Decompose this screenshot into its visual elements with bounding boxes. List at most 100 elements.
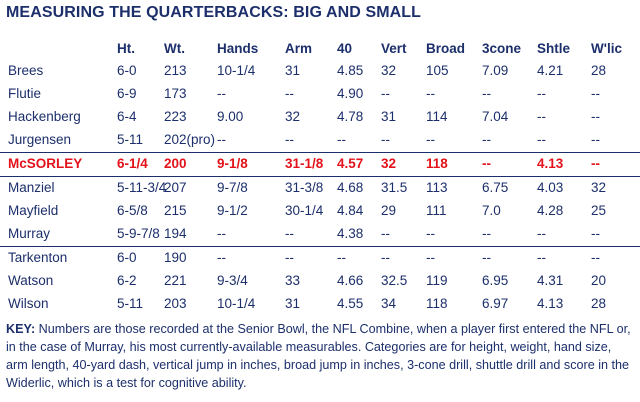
table-cell: 29 <box>381 203 397 218</box>
table-cell: -- <box>537 109 546 124</box>
table-cell: 31-1/8 <box>285 156 324 171</box>
table-cell: 119 <box>426 273 448 288</box>
player-name: Flutie <box>8 86 42 101</box>
column-header: Broad <box>426 41 466 56</box>
table-cell: 118 <box>426 296 448 311</box>
table-row: Brees 6-0 213 10-1/4 31 4.85 32 105 7.09 4.21 28 <box>0 60 640 83</box>
table-cell: 4.57 <box>337 156 364 171</box>
player-name: Watson <box>8 273 54 288</box>
table-cell: -- <box>217 226 226 241</box>
table-cell: -- <box>591 156 600 171</box>
table-cell: 4.78 <box>337 109 364 124</box>
column-header: Arm <box>285 41 313 56</box>
table-cell: 6.95 <box>482 273 509 288</box>
column-header: Hands <box>217 41 259 56</box>
table-cell: 9-3/4 <box>217 273 248 288</box>
table-cell: 6-2 <box>117 273 137 288</box>
table-cell: -- <box>482 86 491 101</box>
table-body: Brees 6-0 213 10-1/4 31 4.85 32 105 7.09 4.21 28 Fl… <box>0 60 640 316</box>
table-cell: 31 <box>285 296 301 311</box>
player-name: Hackenberg <box>8 109 81 124</box>
table-cell: 9.00 <box>217 109 244 124</box>
table-cell: 10-1/4 <box>217 63 256 78</box>
table-cell: -- <box>285 132 294 147</box>
table-cell: -- <box>337 132 346 147</box>
table-cell: -- <box>482 132 491 147</box>
player-name: McSORLEY <box>8 156 83 171</box>
table-cell: 114 <box>426 109 448 124</box>
table-cell: 223 <box>164 109 187 124</box>
column-header: Shtle <box>537 41 571 56</box>
table-cell: 32 <box>381 156 397 171</box>
table-cell: 10-1/4 <box>217 296 256 311</box>
table-cell: -- <box>537 250 546 265</box>
table-cell: 25 <box>591 203 607 218</box>
table-cell: 7.09 <box>482 63 509 78</box>
table-cell: -- <box>381 86 390 101</box>
table-cell: 5-11 <box>117 132 144 147</box>
table-cell: 6.75 <box>482 180 509 195</box>
table-cell: 32 <box>381 63 397 78</box>
table-cell: 31 <box>285 63 301 78</box>
table-cell: 31.5 <box>381 180 408 195</box>
table-cell: -- <box>381 250 390 265</box>
player-name: Wilson <box>8 296 49 311</box>
table-row: Watson 6-2 221 9-3/4 33 4.66 32.5 119 6.95 4.31 20 <box>0 270 640 293</box>
page-title: MEASURING THE QUARTERBACKS: BIG AND SMAL… <box>6 4 422 21</box>
table-cell: 221 <box>164 273 187 288</box>
table-cell: -- <box>217 132 226 147</box>
key-note: KEY: Numbers are those recorded at the S… <box>6 320 634 392</box>
table-cell: -- <box>482 226 491 241</box>
table-cell: 105 <box>426 63 449 78</box>
player-name: Murray <box>8 226 51 241</box>
table-cell: -- <box>285 250 294 265</box>
table-cell: 4.13 <box>537 156 564 171</box>
table-cell: -- <box>591 132 600 147</box>
table-cell: -- <box>482 250 491 265</box>
table-cell: -- <box>217 86 226 101</box>
table-row: Flutie 6-9 173 -- -- 4.90 -- -- -- -- -- <box>0 83 640 106</box>
table-header-row: Ht. Wt. Hands Arm 40 Vert Broad 3cone Shtle W'lic <box>0 38 640 60</box>
table-cell: 118 <box>426 156 448 171</box>
table-cell: 33 <box>285 273 301 288</box>
table-cell: 31-3/8 <box>285 180 324 195</box>
table-cell: -- <box>591 250 600 265</box>
column-header: 40 <box>337 41 353 56</box>
table-cell: -- <box>337 250 346 265</box>
table-row: Jurgensen 5-11 202(pro) -- -- -- -- -- -- -- -- <box>0 129 640 153</box>
table-cell: 4.90 <box>337 86 364 101</box>
table-cell: 6-4 <box>117 109 137 124</box>
table-row: Manziel 5-11-3/4 207 9-7/8 31-3/8 4.68 31.5 113… <box>0 177 640 200</box>
table-cell: 6-0 <box>117 250 137 265</box>
table-cell: -- <box>426 226 435 241</box>
table-cell: 4.28 <box>537 203 564 218</box>
table-cell: 111 <box>426 203 447 218</box>
player-name: Mayfield <box>8 203 59 218</box>
table-cell: 7.0 <box>482 203 501 218</box>
table-cell: -- <box>426 86 435 101</box>
table-cell: 5-11-3/4 <box>117 180 167 195</box>
table-cell: -- <box>537 132 546 147</box>
table-cell: 190 <box>164 250 187 265</box>
table-cell: 28 <box>591 63 607 78</box>
player-name: Brees <box>8 63 44 78</box>
table-cell: 207 <box>164 180 187 195</box>
table-cell: 4.66 <box>337 273 364 288</box>
table-cell: -- <box>285 86 294 101</box>
table-cell: 34 <box>381 296 397 311</box>
table-cell: 203 <box>164 296 187 311</box>
table-cell: -- <box>537 86 546 101</box>
table-cell: 4.55 <box>337 296 364 311</box>
table-row: McSORLEY 6-1/4 200 9-1/8 31-1/8 4.57 32 118 -- 4.… <box>0 153 640 177</box>
table-cell: -- <box>381 226 390 241</box>
table-cell: 4.84 <box>337 203 364 218</box>
column-header: Vert <box>381 41 407 56</box>
table-cell: -- <box>285 226 294 241</box>
table-cell: 32.5 <box>381 273 408 288</box>
table-cell: -- <box>591 86 600 101</box>
table-cell: 30-1/4 <box>285 203 324 218</box>
table-row: Tarkenton 6-0 190 -- -- -- -- -- -- -- -- <box>0 247 640 270</box>
table-cell: 4.13 <box>537 296 564 311</box>
table-cell: 4.31 <box>537 273 564 288</box>
table-cell: 5-11 <box>117 296 144 311</box>
